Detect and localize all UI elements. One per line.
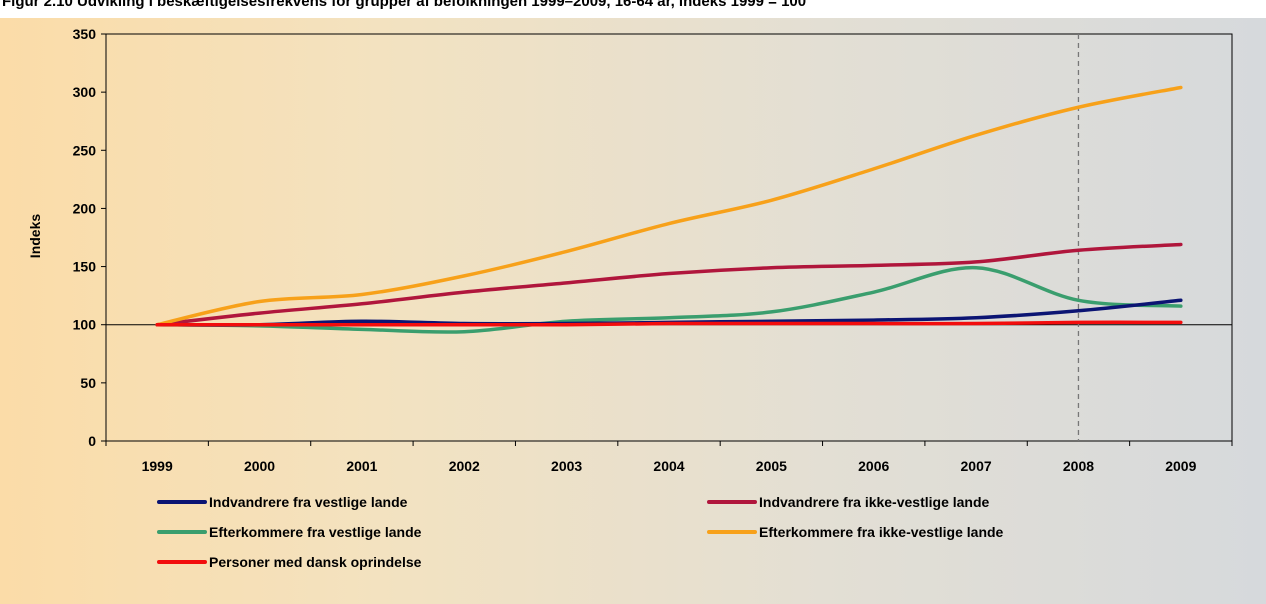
legend-label: Efterkommere fra ikke-vestlige lande <box>759 524 1004 540</box>
legend-item: Indvandrere fra ikke-vestlige lande <box>707 492 989 512</box>
figure-caption: Figur 2.10 Udvikling i beskæftigelsesfre… <box>0 0 1266 18</box>
y-tick-label: 350 <box>73 26 97 42</box>
legend-swatch <box>157 530 207 534</box>
y-tick-label: 100 <box>73 317 97 333</box>
x-tick-label: 2003 <box>551 458 582 474</box>
y-tick-label: 200 <box>73 200 97 216</box>
legend-swatch <box>157 560 207 564</box>
plot-area: 0 50 100 150 200 250 300 350 1999 2000 2001 2002 200… <box>73 26 1233 474</box>
x-tick-label: 2008 <box>1063 458 1094 474</box>
legend-label: Personer med dansk oprindelse <box>209 554 422 570</box>
series-line-efterkommere-fra-vestlige-lande <box>155 265 1183 334</box>
legend-label: Indvandrere fra ikke-vestlige lande <box>759 494 990 510</box>
legend-swatch <box>157 500 207 504</box>
y-tick-label: 300 <box>73 84 97 100</box>
x-tick-label: 2001 <box>346 458 377 474</box>
series-line-indvandrere-fra-ikke-vestlige-lande <box>155 242 1183 327</box>
legend-swatch <box>707 500 757 504</box>
y-tick-label: 50 <box>80 375 96 391</box>
legend-label: Indvandrere fra vestlige lande <box>209 494 408 510</box>
x-tick-label: 1999 <box>142 458 173 474</box>
legend-item: Efterkommere fra vestlige lande <box>157 522 421 542</box>
y-tick-label: 250 <box>73 142 97 158</box>
figure-caption-text: Figur 2.10 Udvikling i beskæftigelsesfre… <box>2 0 807 10</box>
legend-item: Efterkommere fra ikke-vestlige lande <box>707 522 1003 542</box>
x-tick-label: 2007 <box>961 458 992 474</box>
legend-item: Personer med dansk oprindelse <box>157 552 421 572</box>
series-line-personer-med-dansk-oprindelse <box>155 320 1183 327</box>
line-chart: Indeks 0 50 100 150 200 250 300 350 1999 2000 2001… <box>27 26 1233 474</box>
x-tick-label: 2004 <box>653 458 684 474</box>
legend-label: Efterkommere fra vestlige lande <box>209 524 422 540</box>
plot-border <box>105 33 1233 442</box>
x-tick-label: 2009 <box>1165 458 1196 474</box>
x-tick-label: 2000 <box>244 458 275 474</box>
y-axis-label: Indeks <box>27 214 43 259</box>
legend-item: Indvandrere fra vestlige lande <box>157 492 407 512</box>
legend-swatch <box>707 530 757 534</box>
y-tick-label: 0 <box>88 433 96 449</box>
x-tick-label: 2002 <box>449 458 480 474</box>
x-tick-label: 2005 <box>756 458 787 474</box>
chart-panel: Indeks 0 50 100 150 200 250 300 350 1999 2000 2001… <box>0 18 1266 604</box>
series-line-efterkommere-fra-ikke-vestlige-lande <box>155 85 1183 327</box>
x-tick-label: 2006 <box>858 458 889 474</box>
y-tick-label: 150 <box>73 259 97 275</box>
